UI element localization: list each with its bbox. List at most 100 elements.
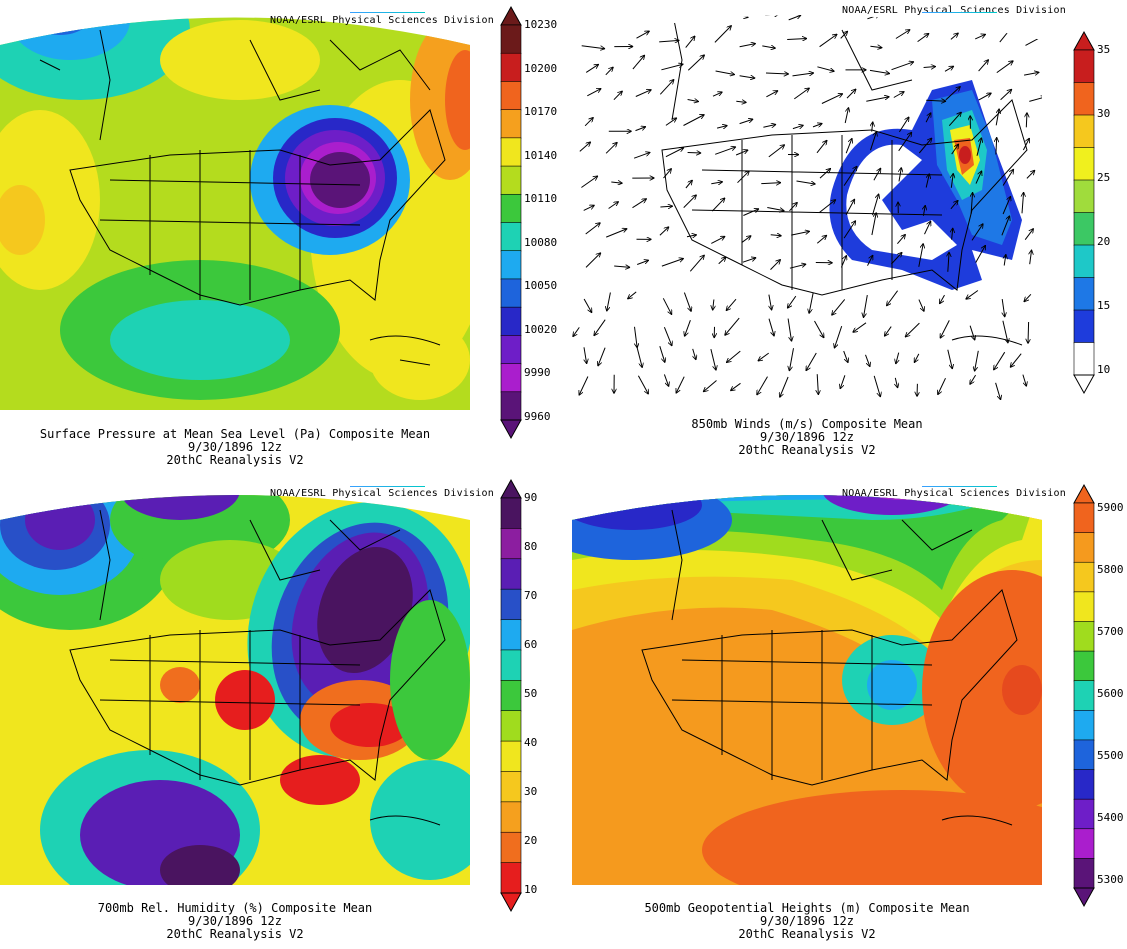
wind-vector — [913, 353, 920, 363]
wind-vector — [866, 97, 889, 102]
wind-vector — [1022, 374, 1027, 387]
wind-field — [572, 0, 1042, 400]
wind-vector — [633, 152, 650, 159]
wind-vector — [637, 375, 648, 395]
colorbar-bottom-arrow — [1073, 887, 1095, 908]
wind-vector — [819, 0, 835, 13]
wind-vector — [1002, 320, 1008, 344]
colorbar-tick-label: 5600 — [1097, 687, 1124, 700]
wind-vector — [715, 147, 736, 155]
wind-vector — [995, 382, 1001, 400]
wind-vector — [766, 90, 778, 98]
wind-vector — [945, 86, 961, 101]
colorbar-segment — [1073, 49, 1095, 84]
wind-vector — [664, 7, 677, 11]
wind-vector — [893, 92, 905, 98]
wind-vector — [743, 209, 759, 216]
caption-wind: 850mb Winds (m/s) Composite Mean 9/30/18… — [572, 418, 1042, 457]
slp-field — [0, 17, 470, 410]
wind-vector — [789, 348, 794, 371]
wind-vector — [817, 374, 818, 395]
colorbar-tick-label: 10170 — [524, 105, 558, 118]
colorbar-tick-label: 10020 — [524, 322, 558, 336]
caption-slp: Surface Pressure at Mean Sea Level (Pa) … — [0, 428, 470, 467]
colorbar-z500: 5900 5800 5700 5600 5500 5400 5300 — [1073, 478, 1127, 913]
wind-vector — [611, 182, 622, 183]
wind-vector — [739, 119, 754, 125]
colorbar-tick-label: 10 — [524, 883, 538, 896]
wind-vector — [1002, 169, 1014, 186]
wind-vector — [944, 66, 954, 72]
colorbar-top-arrow — [1073, 30, 1095, 51]
colorbar-segment — [1073, 82, 1095, 116]
wind-vector — [613, 91, 623, 101]
caption-date: 9/30/1896 12z — [760, 914, 854, 928]
wind-vector — [788, 15, 801, 21]
wind-vector — [690, 8, 706, 12]
colorbar-rh: 90 80 70 60 50 40 30 20 10 — [500, 478, 560, 913]
wind-vector — [1002, 196, 1011, 215]
wind-vector — [686, 235, 697, 237]
wind-vector — [787, 295, 797, 308]
colorbar-segment — [1073, 244, 1095, 279]
wind-vector — [683, 292, 691, 312]
credit-text: NOAA/ESRL Physical Sciences Division — [270, 488, 494, 499]
wind-vector — [594, 319, 606, 336]
wind-vector — [585, 253, 601, 268]
wind-vector — [1024, 228, 1033, 240]
wind-vector — [996, 137, 997, 155]
wind-vector — [948, 112, 961, 127]
wind-vector — [659, 79, 674, 95]
wind-vector — [710, 15, 734, 16]
wind-vector — [995, 109, 999, 126]
wind-vector — [898, 117, 909, 133]
map-z500 — [572, 480, 1042, 885]
wind-vector — [923, 67, 936, 68]
wind-vector — [918, 299, 924, 312]
wind-vector — [817, 66, 834, 72]
wind-vector — [739, 44, 756, 48]
wind-vector — [951, 144, 959, 155]
wind-vector — [634, 326, 638, 348]
wind-vector — [843, 350, 848, 363]
colorbar-tick-label: 10110 — [524, 192, 558, 205]
wind-vector — [1025, 35, 1042, 46]
wind-vector — [950, 200, 958, 210]
wind-vector — [994, 351, 1006, 370]
wind-vector — [1029, 97, 1042, 102]
wind-vector — [897, 234, 905, 245]
wind-vector — [765, 73, 789, 74]
wind-vector — [767, 207, 784, 211]
colorbar-bottom-arrow — [1073, 374, 1095, 395]
wind-vector — [627, 291, 637, 299]
colorbar-tick-label: 60 — [524, 638, 538, 651]
colorbar-tick-label: 25 — [1097, 171, 1111, 184]
wind-vector — [840, 375, 846, 389]
wind-vector — [768, 145, 785, 158]
colorbar-segment — [500, 335, 522, 365]
wind-vector — [683, 114, 705, 126]
wind-vector — [794, 88, 809, 100]
colorbar-tick-label: 30 — [1097, 107, 1111, 120]
wind-vector — [661, 64, 683, 71]
colorbar-segment — [500, 862, 522, 894]
wind-vector — [947, 349, 953, 369]
wind-vector — [636, 346, 642, 368]
wind-vector — [869, 69, 890, 73]
colorbar-tick-label: 10200 — [524, 61, 558, 75]
wind-vector — [1022, 138, 1030, 151]
colorbar-tick-label: 5800 — [1097, 563, 1124, 576]
wind-vector — [952, 228, 953, 240]
wind-vector — [974, 34, 986, 40]
wind-vector — [703, 380, 717, 392]
wind-vector — [757, 376, 768, 396]
colorbar-segment — [500, 109, 522, 139]
wind-vector — [796, 180, 816, 184]
wind-vector — [870, 131, 877, 151]
wind-vector — [780, 376, 789, 398]
caption-source: 20thC Reanalysis V2 — [738, 443, 876, 457]
wind-vector — [659, 40, 679, 42]
wind-vector — [924, 221, 931, 235]
wind-vector — [925, 113, 932, 123]
wind-vector — [676, 376, 685, 394]
